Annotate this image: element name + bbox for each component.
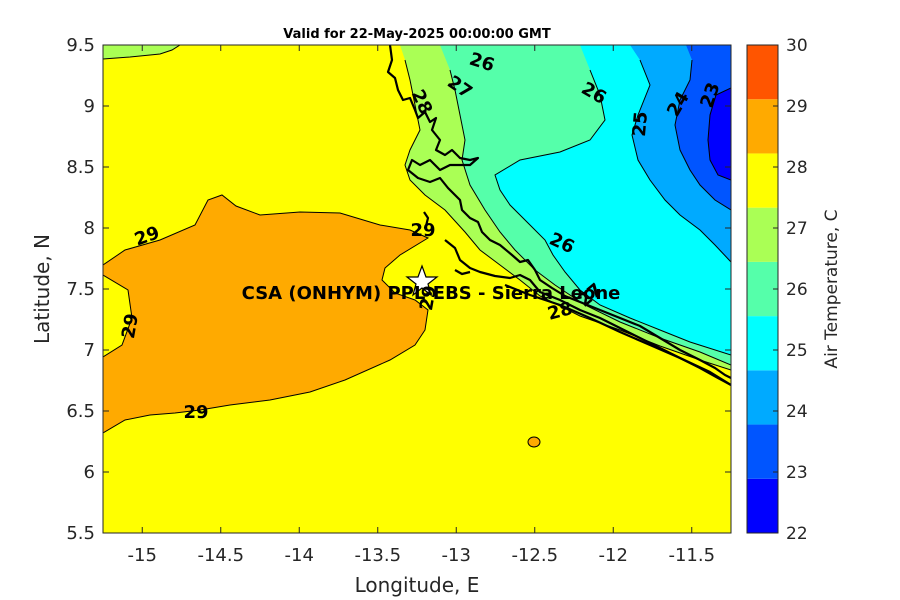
y-tick-label: 6.5 xyxy=(66,401,95,422)
contour-label: 29 xyxy=(118,312,143,340)
colorbar-swatch xyxy=(747,45,778,100)
band-29-30 xyxy=(103,195,428,433)
colorbar-swatch xyxy=(747,99,778,154)
site-marker: CSA (ONHYM) PPL-EBS - Sierra Leone xyxy=(242,264,621,304)
colorbar-swatch xyxy=(747,207,778,262)
figure-title: Valid for 22-May-2025 00:00:00 GMT xyxy=(283,27,551,42)
contour-lines xyxy=(103,45,731,434)
y-tick-label: 5.5 xyxy=(66,523,95,544)
star-icon xyxy=(405,264,439,297)
coastline xyxy=(386,45,731,386)
x-axis-label: Longitude, E xyxy=(355,573,480,597)
x-tick-label: -15 xyxy=(128,545,157,566)
y-tick-label: 7 xyxy=(84,340,95,361)
colorbar-tick-label: 22 xyxy=(786,524,808,544)
contour-label: 29 xyxy=(416,284,441,312)
colorbar-swatch xyxy=(747,370,778,425)
x-tick-label: -14 xyxy=(285,545,314,566)
contour-label: 29 xyxy=(183,402,208,423)
y-tick-label: 7.5 xyxy=(66,279,95,300)
colorbar: 22 23 24 25 26 27 28 29 30 xyxy=(746,36,808,544)
band-27-28 xyxy=(103,45,180,59)
y-tick-label: 6 xyxy=(84,462,95,483)
colorbar-tick-label: 25 xyxy=(786,341,808,361)
y-axis: 5.5 6 6.5 7 7.5 8 8.5 9 9.5 xyxy=(66,35,731,544)
colorbar-tick-label: 30 xyxy=(786,36,808,56)
colorbar-tick-label: 26 xyxy=(786,280,808,300)
x-tick-label: -13 xyxy=(442,545,471,566)
colorbar-swatch xyxy=(747,478,778,533)
x-tick-label: -11.5 xyxy=(668,545,715,566)
colorbar-tick-label: 28 xyxy=(786,158,808,178)
colorbar-swatch xyxy=(747,316,778,371)
y-tick-label: 8.5 xyxy=(66,157,95,178)
y-tick-label: 9.5 xyxy=(66,35,95,56)
colorbar-swatch xyxy=(747,261,778,317)
colorbar-tick-label: 24 xyxy=(786,402,808,422)
colorbar-swatch xyxy=(747,424,778,479)
x-tick-label: -12 xyxy=(599,545,628,566)
band-22-23 xyxy=(708,88,731,180)
site-label: CSA (ONHYM) PPL-EBS - Sierra Leone xyxy=(242,283,621,304)
x-axis: -15 -14.5 -14 -13.5 -13 -12.5 -12 -11.5 xyxy=(128,45,715,566)
y-tick-label: 8 xyxy=(84,218,95,239)
x-tick-label: -13.5 xyxy=(354,545,401,566)
colorbar-tick-label: 23 xyxy=(786,463,808,483)
x-tick-label: -12.5 xyxy=(511,545,558,566)
temperature-field xyxy=(103,45,731,533)
y-axis-label: Latitude, N xyxy=(30,234,54,344)
colorbar-label: Air Temperature, C xyxy=(822,209,842,368)
contour-label: 25 xyxy=(629,111,652,138)
colorbar-tick-label: 27 xyxy=(786,219,808,239)
colorbar-tick-label: 29 xyxy=(786,97,808,117)
y-tick-label: 9 xyxy=(84,96,95,117)
colorbar-swatch xyxy=(747,153,778,208)
warm-spot xyxy=(527,436,541,448)
x-tick-label: -14.5 xyxy=(197,545,244,566)
contour-label: 29 xyxy=(410,220,435,241)
